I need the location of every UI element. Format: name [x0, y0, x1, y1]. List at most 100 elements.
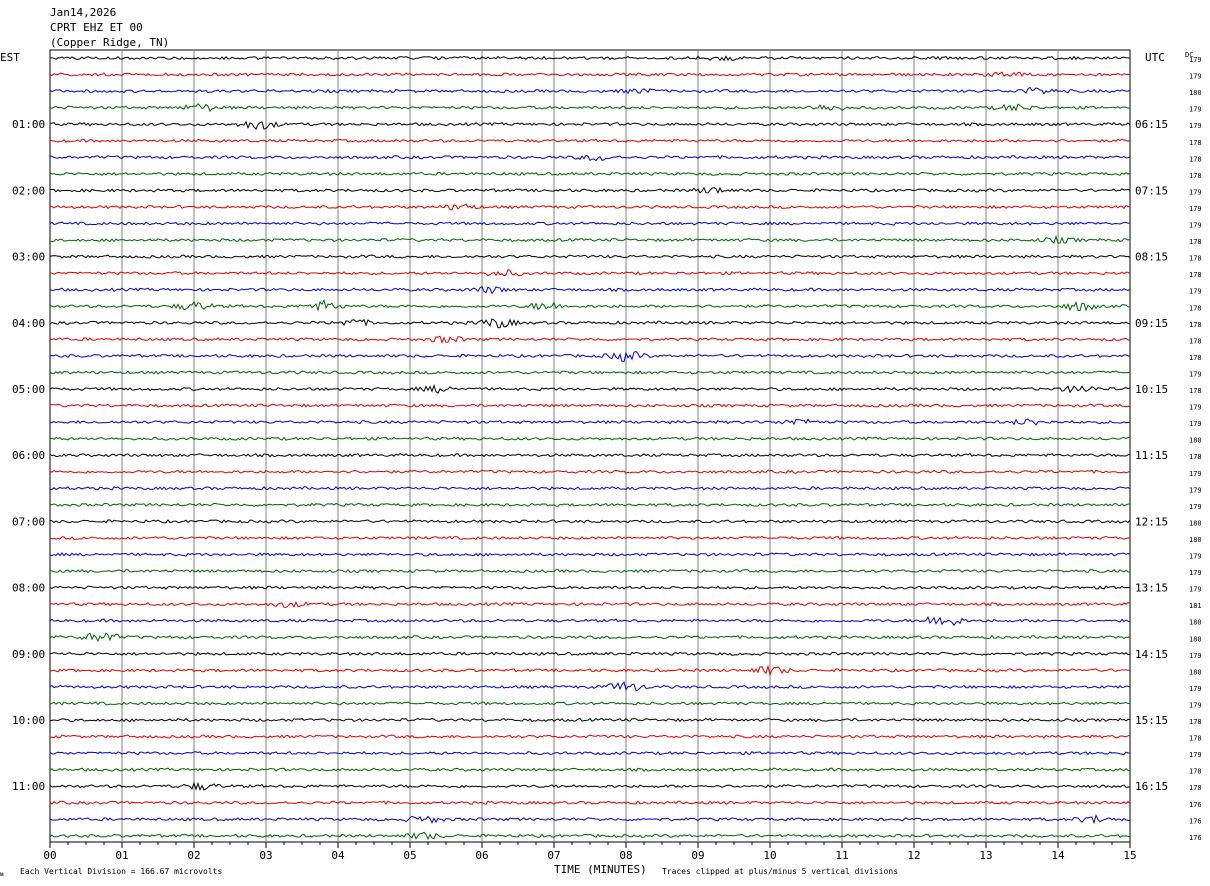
trace-row-41 — [49, 717, 1131, 723]
trace-row-29 — [49, 519, 1131, 524]
trace-row-12 — [49, 234, 1131, 244]
trace-row-13 — [49, 254, 1131, 259]
trace-row-46 — [49, 800, 1131, 805]
right-hour-label: 16:15 — [1135, 780, 1168, 793]
trace-row-8 — [49, 171, 1131, 176]
left-hour-label: 08:00 — [12, 582, 45, 595]
dc-offset-value: 179 — [1189, 569, 1202, 577]
dc-offset-value: 180 — [1189, 519, 1202, 527]
dc-offset-value: 179 — [1189, 122, 1202, 130]
dc-offset-value: 179 — [1189, 652, 1202, 660]
dc-offset-value: 179 — [1189, 751, 1202, 759]
x-tick-label: 01 — [115, 849, 128, 862]
left-hour-label: 05:00 — [12, 383, 45, 396]
dc-offset-value: 179 — [1189, 188, 1202, 196]
dc-offset-value: 178 — [1189, 337, 1202, 345]
trace-row-25 — [49, 452, 1131, 458]
left-hour-label: 06:00 — [12, 449, 45, 462]
dc-offset-value: 178 — [1189, 139, 1202, 147]
x-tick-label: 03 — [259, 849, 272, 862]
x-tick-label: 12 — [907, 849, 920, 862]
trace-row-45 — [49, 781, 1131, 792]
right-hour-label: 06:15 — [1135, 118, 1168, 131]
dc-offset-value: 178 — [1189, 271, 1202, 279]
right-hour-label: 07:15 — [1135, 184, 1168, 197]
left-hour-label: 10:00 — [12, 714, 45, 727]
right-timezone-label: UTC — [1145, 51, 1165, 64]
dc-offset-value: 179 — [1189, 222, 1202, 230]
right-hour-label: 11:15 — [1135, 449, 1168, 462]
right-hour-label: 09:15 — [1135, 317, 1168, 330]
trace-row-36 — [49, 632, 1131, 643]
dc-offset-value: 176 — [1189, 801, 1202, 809]
trace-row-7 — [50, 154, 1131, 162]
dc-offset-value: 178 — [1189, 354, 1202, 362]
trace-row-11 — [49, 221, 1131, 226]
trace-row-3 — [49, 86, 1131, 95]
dc-offset-value: 178 — [1189, 321, 1202, 329]
dc-offset-value: 179 — [1189, 486, 1202, 494]
trace-row-26 — [49, 469, 1131, 474]
trace-row-10 — [49, 203, 1131, 211]
trace-row-32 — [49, 568, 1131, 574]
trace-row-34 — [50, 600, 1131, 609]
dc-offset-value: 178 — [1189, 155, 1202, 163]
dc-offset-value: 176 — [1189, 817, 1202, 825]
left-hour-label: 09:00 — [12, 648, 45, 661]
x-tick-label: 13 — [979, 849, 992, 862]
dc-header-label: DC — [1185, 51, 1193, 59]
trace-row-2 — [49, 71, 1131, 78]
trace-row-30 — [49, 535, 1131, 541]
left-hour-label: 02:00 — [12, 184, 45, 197]
left-timezone-label: EST — [0, 51, 20, 64]
trace-row-1 — [49, 55, 1131, 62]
chart-station: CPRT EHZ ET 00 — [50, 21, 143, 34]
right-hour-labels: 06:15 07:15 08:15 09:15 10:15 11:15 12:15 13:15… — [1135, 118, 1168, 793]
trace-row-48 — [49, 831, 1131, 841]
right-hour-label: 13:15 — [1135, 582, 1168, 595]
dc-offset-value: 178 — [1189, 453, 1202, 461]
x-tick-label: 11 — [835, 849, 848, 862]
dc-offset-value: 179 — [1189, 73, 1202, 81]
dc-offset-value: 179 — [1189, 470, 1202, 478]
chart-header: Jan14,2026 CPRT EHZ ET 00 (Copper Ridge,… — [50, 6, 169, 49]
x-tick-label: 14 — [1051, 849, 1065, 862]
dc-offset-value: 178 — [1189, 768, 1202, 776]
dc-offset-value: 178 — [1189, 784, 1202, 792]
dc-offset-value: 179 — [1189, 404, 1202, 412]
trace-row-40 — [49, 701, 1131, 706]
x-tick-label: 09 — [691, 849, 704, 862]
x-tick-label: 02 — [187, 849, 200, 862]
dc-offset-value: 179 — [1189, 205, 1202, 213]
left-hour-label: 03:00 — [12, 251, 45, 264]
dc-offset-value: 180 — [1189, 668, 1202, 676]
dc-offset-value: 179 — [1189, 106, 1202, 114]
trace-row-22 — [49, 403, 1131, 408]
x-tick-label: 04 — [331, 849, 345, 862]
dc-offset-value: 178 — [1189, 238, 1202, 246]
trace-row-37 — [49, 651, 1131, 656]
trace-row-15 — [49, 285, 1131, 295]
right-hour-label: 10:15 — [1135, 383, 1168, 396]
x-tick-label: 00 — [43, 849, 56, 862]
trace-row-31 — [49, 552, 1131, 557]
trace-row-23 — [49, 418, 1131, 426]
x-axis: 00 01 02 03 04 05 06 07 08 09 10 11 12 13 14 15 — [43, 842, 1137, 862]
dc-offset-value: 179 — [1189, 288, 1202, 296]
dc-offset-value: 178 — [1189, 718, 1202, 726]
corner-mark: ᴍ — [0, 871, 4, 878]
dc-offset-value: 179 — [1189, 370, 1202, 378]
dc-offset-value: 179 — [1189, 56, 1202, 64]
left-hour-label: 11:00 — [12, 780, 45, 793]
trace-row-5 — [49, 120, 1131, 130]
trace-row-42 — [49, 734, 1131, 739]
trace-row-44 — [49, 767, 1131, 772]
right-hour-label: 12:15 — [1135, 515, 1168, 528]
dc-offset-value: 178 — [1189, 255, 1202, 263]
trace-row-4 — [49, 103, 1131, 113]
trace-row-27 — [49, 485, 1131, 491]
dc-offset-value: 176 — [1189, 834, 1202, 842]
trace-row-16 — [49, 298, 1131, 312]
dc-offset-value: 178 — [1189, 172, 1202, 180]
trace-row-18 — [49, 335, 1131, 344]
